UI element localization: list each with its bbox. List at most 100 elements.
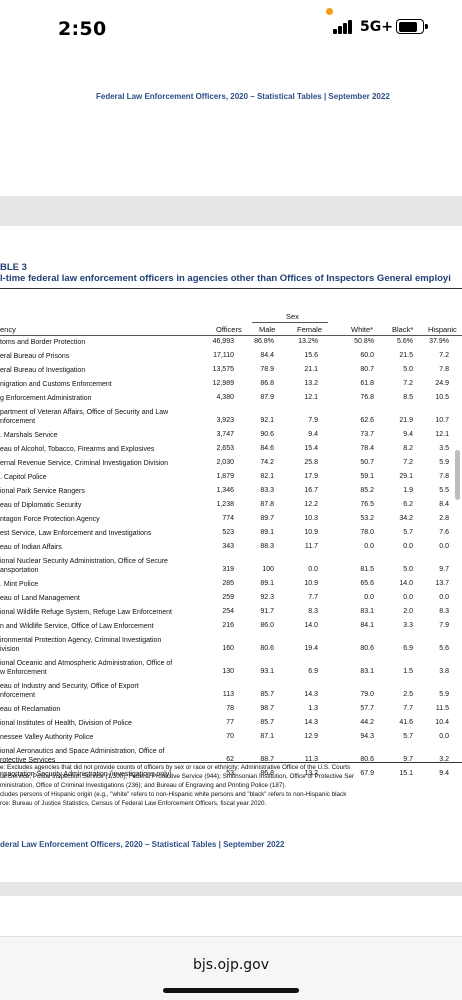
cell-female: 12.1	[304, 394, 318, 401]
cell-black: 7.2	[403, 459, 413, 466]
cell-officers: 254	[222, 608, 234, 615]
cell-hispanic: 5.6	[439, 645, 449, 652]
cell-hispanic: 8.4	[439, 501, 449, 508]
cell-hispanic: 7.8	[439, 473, 449, 480]
table-bottom-rule	[0, 762, 462, 763]
cell-white: 80.7	[360, 366, 374, 373]
cell-female: 10.3	[304, 515, 318, 522]
cell-black: 29.1	[399, 473, 413, 480]
cell-male: 86.8	[260, 380, 274, 387]
cell-officers: 53	[226, 770, 234, 777]
home-indicator[interactable]	[163, 988, 299, 993]
cell-white: 50.7	[360, 459, 374, 466]
agency-name: g Enforcement Administration	[0, 395, 92, 402]
table-label: BLE 3	[0, 262, 27, 273]
cell-black: 5.0	[403, 366, 413, 373]
cell-female: 14.3	[304, 719, 318, 726]
cell-hispanic: 0.0	[439, 594, 449, 601]
agency-name: ernal Revenue Service, Criminal Investig…	[0, 460, 169, 467]
agency-name: toms and Border Protection	[0, 339, 86, 346]
agency-name: nsportation Security Administration (inv…	[0, 771, 172, 778]
agency-name: nigration and Customs Enforcement	[0, 381, 112, 388]
cell-female: 14.0	[304, 622, 318, 629]
agency-name: w Enforcement	[0, 669, 47, 676]
cell-male: 89.1	[260, 529, 274, 536]
running-head-bottom: deral Law Enforcement Officers, 2020 – S…	[0, 840, 285, 849]
cell-officers: 216	[222, 622, 234, 629]
cell-black: 5.0	[403, 566, 413, 573]
cell-officers: 62	[226, 756, 234, 763]
cell-white: 50.8%	[354, 338, 374, 345]
cell-hispanic: 13.7	[435, 580, 449, 587]
cell-hispanic: 10.5	[435, 394, 449, 401]
agency-name: rotective Services	[0, 757, 56, 764]
cell-officers: 319	[222, 566, 234, 573]
cell-male: 86.8	[260, 770, 274, 777]
cell-male: 86.0	[260, 622, 274, 629]
scrollbar-thumb[interactable]	[455, 450, 460, 500]
col-header-agency: ency	[0, 325, 16, 334]
cell-female: 6.9	[308, 668, 318, 675]
cell-black: 14.0	[399, 580, 413, 587]
cell-officers: 285	[222, 580, 234, 587]
cell-black: 5.7	[403, 529, 413, 536]
agency-name: est Service, Law Enforcement and Investi…	[0, 530, 152, 537]
cell-male: 91.7	[260, 608, 274, 615]
cell-officers: 17,110	[213, 352, 234, 359]
cell-female: 21.1	[304, 366, 318, 373]
cell-officers: 13,575	[212, 366, 234, 373]
cell-white: 79.0	[360, 691, 374, 698]
cell-officers: 3,923	[216, 417, 234, 424]
url-text[interactable]: bjs.ojp.gov	[192, 957, 270, 973]
document-page: BLE 3 l-time federal law enforcement off…	[0, 226, 462, 882]
col-header-white: White*	[351, 325, 374, 334]
cell-hispanic: 10.4	[435, 719, 449, 726]
cell-male: 86.8%	[254, 338, 274, 345]
agency-name: . Capitol Police	[0, 474, 47, 481]
cell-male: 89.1	[260, 580, 274, 587]
cell-black: 5.7	[403, 733, 413, 740]
agency-name: nforcement	[0, 418, 36, 425]
cell-hispanic: 11.5	[435, 705, 449, 712]
cell-officers: 12,989	[212, 380, 234, 387]
cell-officers: 160	[222, 645, 234, 652]
battery-level	[398, 21, 417, 32]
running-head-top: Federal Law Enforcement Officers, 2020 –…	[96, 92, 390, 101]
cell-officers: 1,346	[216, 487, 234, 494]
agency-name: . Marshals Service	[0, 432, 58, 439]
cell-black: 41.6	[399, 719, 413, 726]
cell-white: 57.7	[360, 705, 374, 712]
cell-officers: 4,380	[216, 394, 234, 401]
cell-hispanic: 5.5	[439, 487, 449, 494]
cell-female: 17.9	[304, 473, 318, 480]
cell-female: 13.2	[304, 380, 318, 387]
cell-female: 25.8	[304, 459, 318, 466]
cell-hispanic: 3.5	[439, 445, 449, 452]
agency-name: . Mint Police	[0, 581, 39, 588]
cell-hispanic: 10.7	[435, 417, 449, 424]
cell-white: 85.2	[360, 487, 374, 494]
agency-name: eau of Diplomatic Security	[0, 502, 82, 509]
agency-name: ional Wildlife Refuge System, Refuge Law…	[0, 609, 172, 616]
privacy-indicator-dot	[326, 8, 333, 15]
agency-name: ironmental Protection Agency, Criminal I…	[0, 637, 162, 644]
cell-officers: 46,993	[212, 338, 234, 345]
cell-hispanic: 2.8	[439, 515, 449, 522]
sex-group-header: Sex	[286, 312, 299, 321]
cell-white: 53.2	[360, 515, 374, 522]
cell-female: 1.3	[308, 705, 318, 712]
cell-male: 87.8	[260, 501, 274, 508]
cell-officers: 343	[222, 543, 234, 550]
cell-female: 12.2	[304, 501, 318, 508]
page-gap	[0, 882, 462, 896]
cell-white: 65.6	[360, 580, 374, 587]
cell-female: 15.6	[304, 352, 318, 359]
cell-black: 2.5	[403, 691, 413, 698]
agency-name: nforcement	[0, 692, 36, 699]
cell-white: 44.2	[360, 719, 374, 726]
cell-hispanic: 9.4	[439, 770, 449, 777]
cell-officers: 130	[222, 668, 234, 675]
col-header-black: Black*	[392, 325, 414, 334]
battery-icon	[396, 19, 428, 34]
cell-male: 87.9	[260, 394, 274, 401]
